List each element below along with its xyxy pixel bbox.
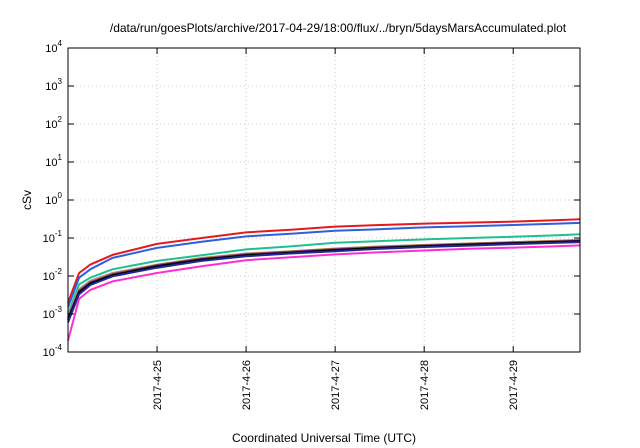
chart-title: /data/run/goesPlots/archive/2017-04-29/1… xyxy=(110,21,567,35)
x-tick-label: 2017-4-29 xyxy=(508,360,520,410)
y-tick-label: 100 xyxy=(45,191,62,207)
series-line-9 xyxy=(67,244,581,341)
x-tick-label: 2017-4-26 xyxy=(241,360,253,410)
x-tick-label: 2017-4-27 xyxy=(330,360,342,410)
y-tick-label: 103 xyxy=(45,77,62,93)
y-tick-label: 102 xyxy=(45,115,62,131)
grid xyxy=(68,48,580,352)
y-tick-label: 101 xyxy=(45,153,62,169)
series-line-1 xyxy=(67,218,581,303)
y-tick-label: 104 xyxy=(45,39,62,55)
x-axis-label: Coordinated Universal Time (UTC) xyxy=(232,431,416,445)
y-tick-label: 10-3 xyxy=(43,305,63,321)
series-group xyxy=(67,218,581,341)
series-line-2 xyxy=(67,221,581,308)
series-line-7 xyxy=(67,240,581,321)
x-tick-label: 2017-4-25 xyxy=(152,360,164,410)
y-axis-label: cSv xyxy=(20,190,34,210)
series-line-3 xyxy=(67,233,581,315)
y-axis: 10-4 10-3 10-2 10-1 100 101 102 103 104 xyxy=(43,39,580,359)
y-tick-label: 10-2 xyxy=(43,267,63,283)
series-line-8 xyxy=(67,241,581,323)
y-tick-label: 10-1 xyxy=(43,229,63,245)
x-tick-label: 2017-4-28 xyxy=(419,360,431,410)
x-axis: 2017-4-25 2017-4-26 2017-4-27 2017-4-28 2017… xyxy=(152,48,520,410)
y-tick-label: 10-4 xyxy=(43,343,63,359)
